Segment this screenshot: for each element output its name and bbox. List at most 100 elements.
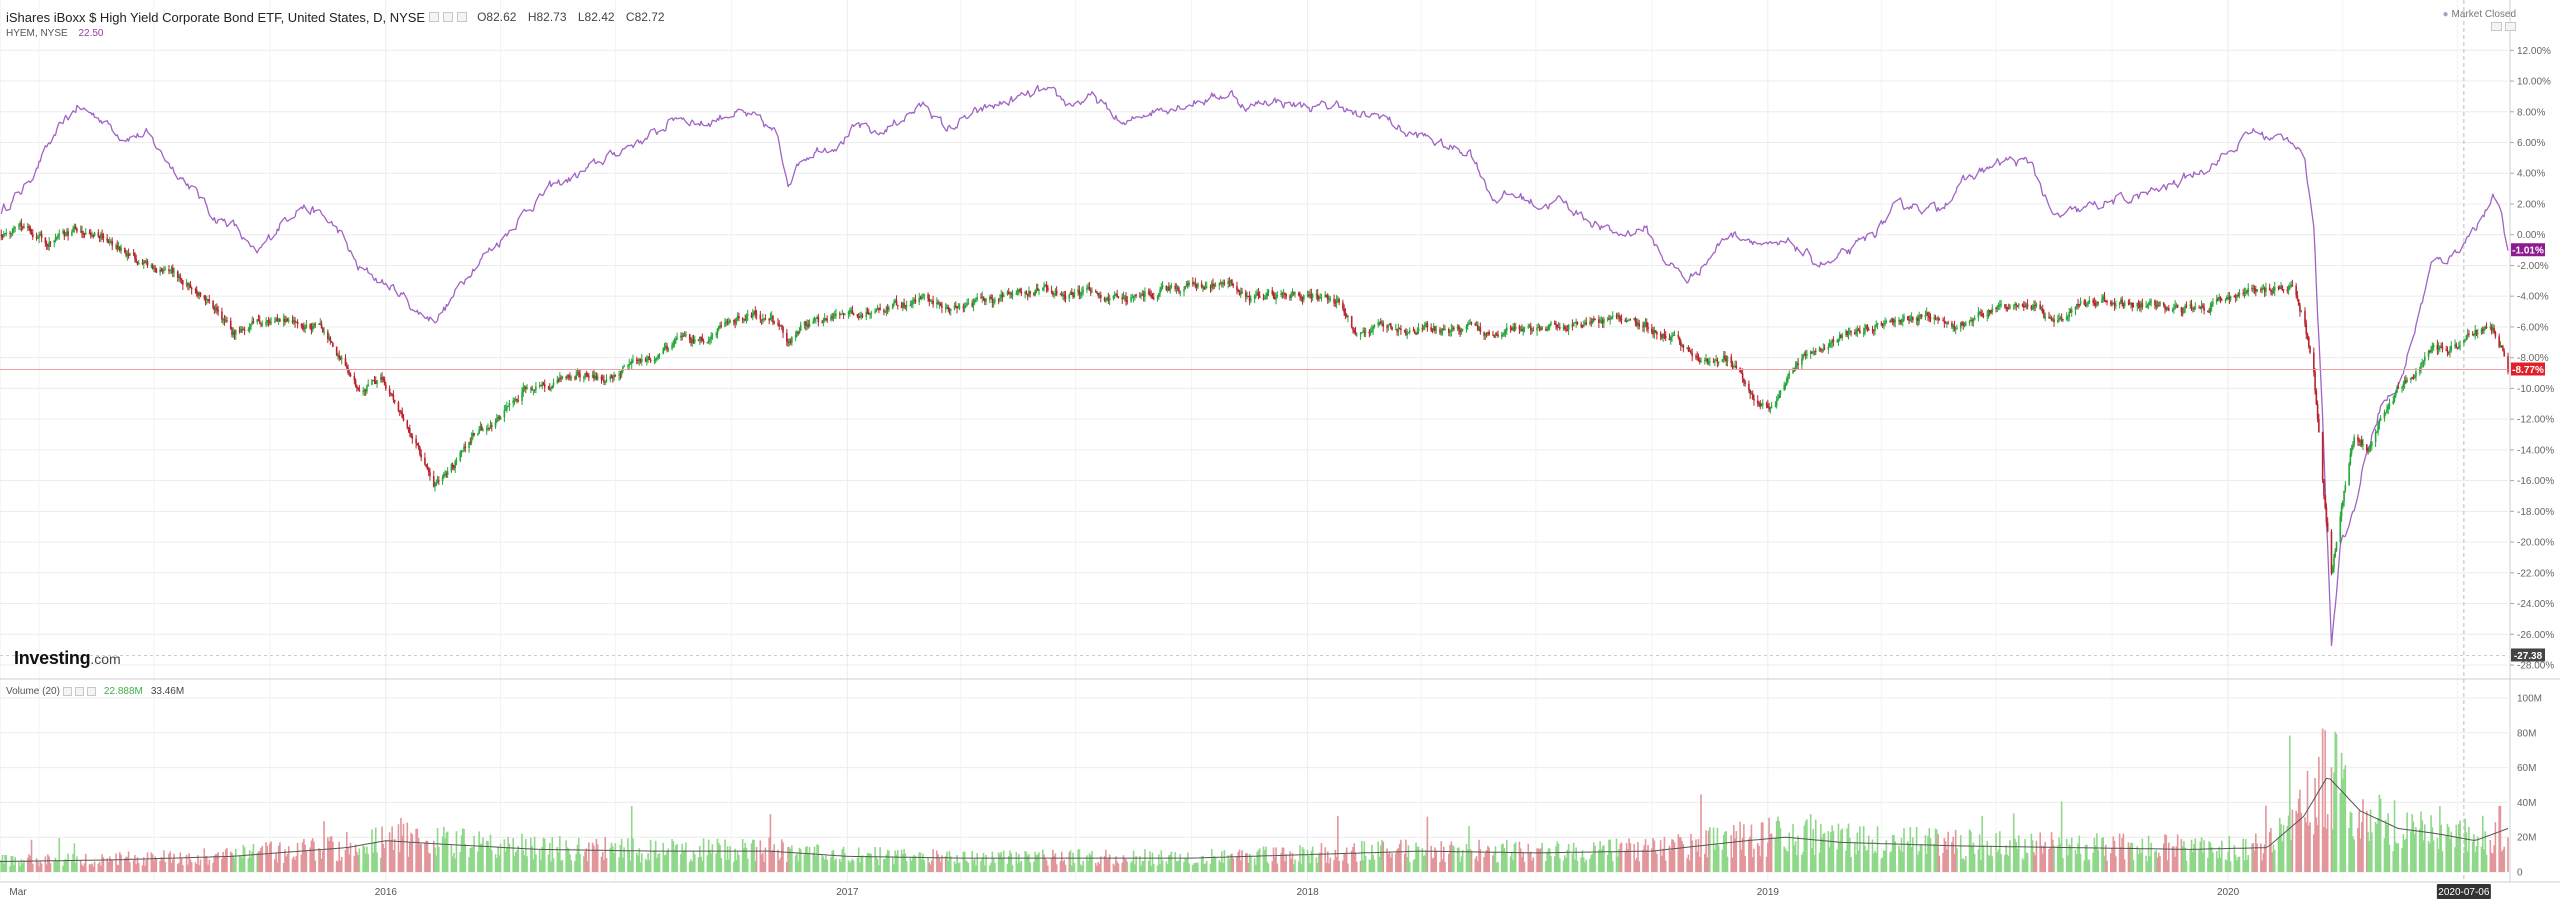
volume-bar [1954,829,1957,872]
volume-bar [744,842,747,872]
volume-bar [110,859,112,872]
candle-body [904,305,907,307]
candle-body [216,307,218,311]
volume-bar [416,828,419,872]
volume-bar [755,846,758,872]
candle-body [303,327,305,329]
candle-body [953,305,956,310]
volume-bar [2278,818,2281,872]
volume-bar [1397,848,1400,872]
volume-bar [83,863,86,872]
candle-body [577,372,580,375]
volume-bar [1345,847,1348,872]
volume-bar [391,826,393,872]
ohlc-values: O82.62 H82.73 L82.42 C82.72 [477,10,673,24]
hide-icon[interactable] [74,687,84,696]
candle-body [2136,302,2139,307]
candle-body [576,372,579,375]
candle-body [2131,302,2134,307]
candle-body [1248,296,1251,301]
dropdown-icon[interactable] [429,12,440,22]
candle-body [2437,346,2440,350]
candle-body [1459,329,1461,333]
volume-bar [1213,855,1216,872]
candle-body [816,316,818,318]
volume-bar [1178,860,1180,872]
close-icon[interactable] [86,687,96,696]
candle-body [1266,292,1269,297]
volume-bar [74,862,77,872]
volume-bar [2251,843,2253,872]
candle-body [657,354,660,358]
settings-icon[interactable] [443,12,454,22]
volume-bar [2413,833,2416,872]
volume-bar [1250,855,1252,872]
candle-body [407,427,410,429]
volume-bar [2000,854,2002,872]
volume-bar [242,844,245,872]
candle-body [284,318,286,322]
volume-bar [1594,845,1596,872]
volume-bar [2396,843,2398,872]
candle-body [910,303,913,305]
volume-bar [62,865,64,872]
settings-icon[interactable] [62,687,72,696]
candle-body [570,377,573,379]
price-y-tick-label: -2.00% [2517,261,2549,272]
candle-body [1703,360,1706,362]
candle-body [2111,303,2113,305]
candle-body [778,324,781,326]
candle-body [1643,323,1646,328]
volume-bar [2349,811,2352,872]
candle-body [753,311,755,314]
candle-body [1797,363,1799,365]
candle-body [2410,377,2412,381]
minimize-icon[interactable] [2491,22,2502,31]
volume-bar [1400,839,1402,872]
volume-bar [507,836,509,872]
volume-bar [2014,838,2016,872]
volume-bar [1628,838,1630,872]
volume-bar [1484,852,1487,872]
candle-body [1545,329,1547,331]
volume-bar [441,836,444,872]
candle-body [2185,305,2188,307]
volume-bar [754,860,757,872]
volume-bar [1422,855,1425,872]
candle-body [2358,440,2361,442]
candle-body [1053,294,1055,296]
volume-bar [426,840,429,872]
candle-body [789,341,792,343]
compare-legend[interactable]: HYEM, NYSE 22.50 [6,28,104,39]
volume-bar [1041,849,1044,872]
close-icon[interactable] [457,12,468,22]
candle-body [760,319,763,321]
volume-bar [1740,849,1743,872]
candle-body [415,438,417,444]
volume-bar [2183,841,2185,872]
volume-bar [1769,834,1772,872]
candle-body [1391,327,1393,330]
volume-bar [2500,851,2503,872]
volume-bar [1144,849,1146,872]
candle-body [132,253,135,255]
candle-body [1748,383,1750,390]
volume-bar [1938,855,1941,872]
volume-bar [2268,832,2271,872]
candle-body [1845,330,1847,336]
candle-body [2159,302,2161,306]
volume-bar [664,854,667,872]
volume-bar [229,851,232,872]
candle-body [1038,289,1040,291]
price-badges: -1.01%-8.77%-27.38 [2511,243,2545,662]
volume-bar [2227,852,2229,872]
compare-value: 22.50 [78,28,104,39]
candle-body [1151,296,1154,298]
candle-body [2139,304,2141,308]
candle-body [931,300,933,302]
volume-bar [2146,861,2149,872]
volume-bar [894,850,897,872]
volume-bar [860,856,863,872]
maximize-icon[interactable] [2505,22,2516,31]
